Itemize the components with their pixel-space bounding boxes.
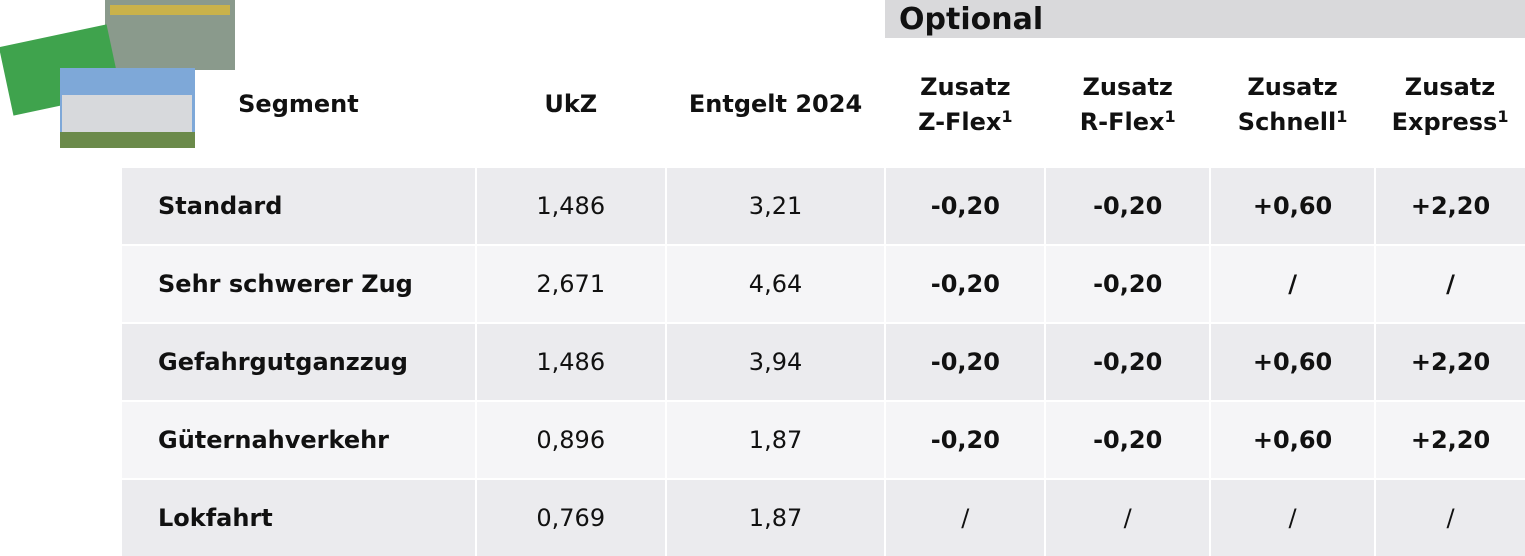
value-cell: -0,20 — [885, 323, 1045, 401]
value-cell: / — [885, 479, 1045, 556]
column-header: UkZ — [476, 42, 666, 167]
value-cell: / — [1375, 479, 1525, 556]
column-header: Zusatz Schnell1 — [1210, 42, 1375, 167]
value-cell: -0,20 — [1045, 323, 1210, 401]
value-cell: -0,20 — [885, 245, 1045, 323]
header-line: Zusatz — [1405, 73, 1495, 101]
page: Optional Segment UkZ Entgelt 2024 Zusatz Z-F… — [0, 0, 1525, 555]
value-cell: +0,60 — [1210, 401, 1375, 479]
optional-band: Optional — [885, 0, 1525, 38]
value-cell: / — [1210, 479, 1375, 556]
segment-cell: Sehr schwerer Zug — [121, 245, 476, 323]
header-line: Zusatz — [1247, 73, 1337, 101]
column-header: Entgelt 2024 — [666, 42, 886, 167]
value-cell: 1,87 — [666, 401, 886, 479]
value-cell: +2,20 — [1375, 401, 1525, 479]
footnote-mark: 1 — [1165, 107, 1176, 126]
value-cell: 0,769 — [476, 479, 666, 556]
segment-cell: Gefahrgutganzzug — [121, 323, 476, 401]
value-cell: +2,20 — [1375, 167, 1525, 245]
value-cell: 1,486 — [476, 323, 666, 401]
column-header: Zusatz Express1 — [1375, 42, 1525, 167]
segment-cell: Standard — [121, 167, 476, 245]
header-line: Zusatz — [1082, 73, 1172, 101]
value-cell: -0,20 — [885, 167, 1045, 245]
footnote-mark: 1 — [1001, 107, 1012, 126]
header-line: Segment — [238, 90, 359, 118]
value-cell: -0,20 — [1045, 167, 1210, 245]
value-cell: 0,896 — [476, 401, 666, 479]
value-cell: 4,64 — [666, 245, 886, 323]
value-cell: 1,87 — [666, 479, 886, 556]
value-cell: -0,20 — [885, 401, 1045, 479]
value-cell: +0,60 — [1210, 323, 1375, 401]
header-line: Express — [1392, 108, 1498, 136]
header-line: R-Flex — [1080, 108, 1165, 136]
footnote-mark: 1 — [1336, 107, 1347, 126]
value-cell: 2,671 — [476, 245, 666, 323]
header-line: UkZ — [544, 90, 597, 118]
header-line: Schnell — [1238, 108, 1336, 136]
value-cell: / — [1210, 245, 1375, 323]
value-cell: 3,94 — [666, 323, 886, 401]
segment-cell: Güternahverkehr — [121, 401, 476, 479]
header-line: Zusatz — [920, 73, 1010, 101]
column-header: Segment — [121, 42, 476, 167]
value-cell: / — [1045, 479, 1210, 556]
value-cell: +2,20 — [1375, 323, 1525, 401]
value-cell: +0,60 — [1210, 167, 1375, 245]
value-cell: / — [1375, 245, 1525, 323]
segment-cell: Lokfahrt — [121, 479, 476, 556]
column-header: Zusatz Z-Flex1 — [885, 42, 1045, 167]
crane-beam — [110, 5, 230, 15]
footnote-mark: 1 — [1497, 107, 1508, 126]
value-cell: -0,20 — [1045, 245, 1210, 323]
value-cell: 1,486 — [476, 167, 666, 245]
header-line: Entgelt 2024 — [689, 90, 862, 118]
value-cell: -0,20 — [1045, 401, 1210, 479]
value-cell: 3,21 — [666, 167, 886, 245]
column-header: Zusatz R-Flex1 — [1045, 42, 1210, 167]
header-line: Z-Flex — [918, 108, 1001, 136]
